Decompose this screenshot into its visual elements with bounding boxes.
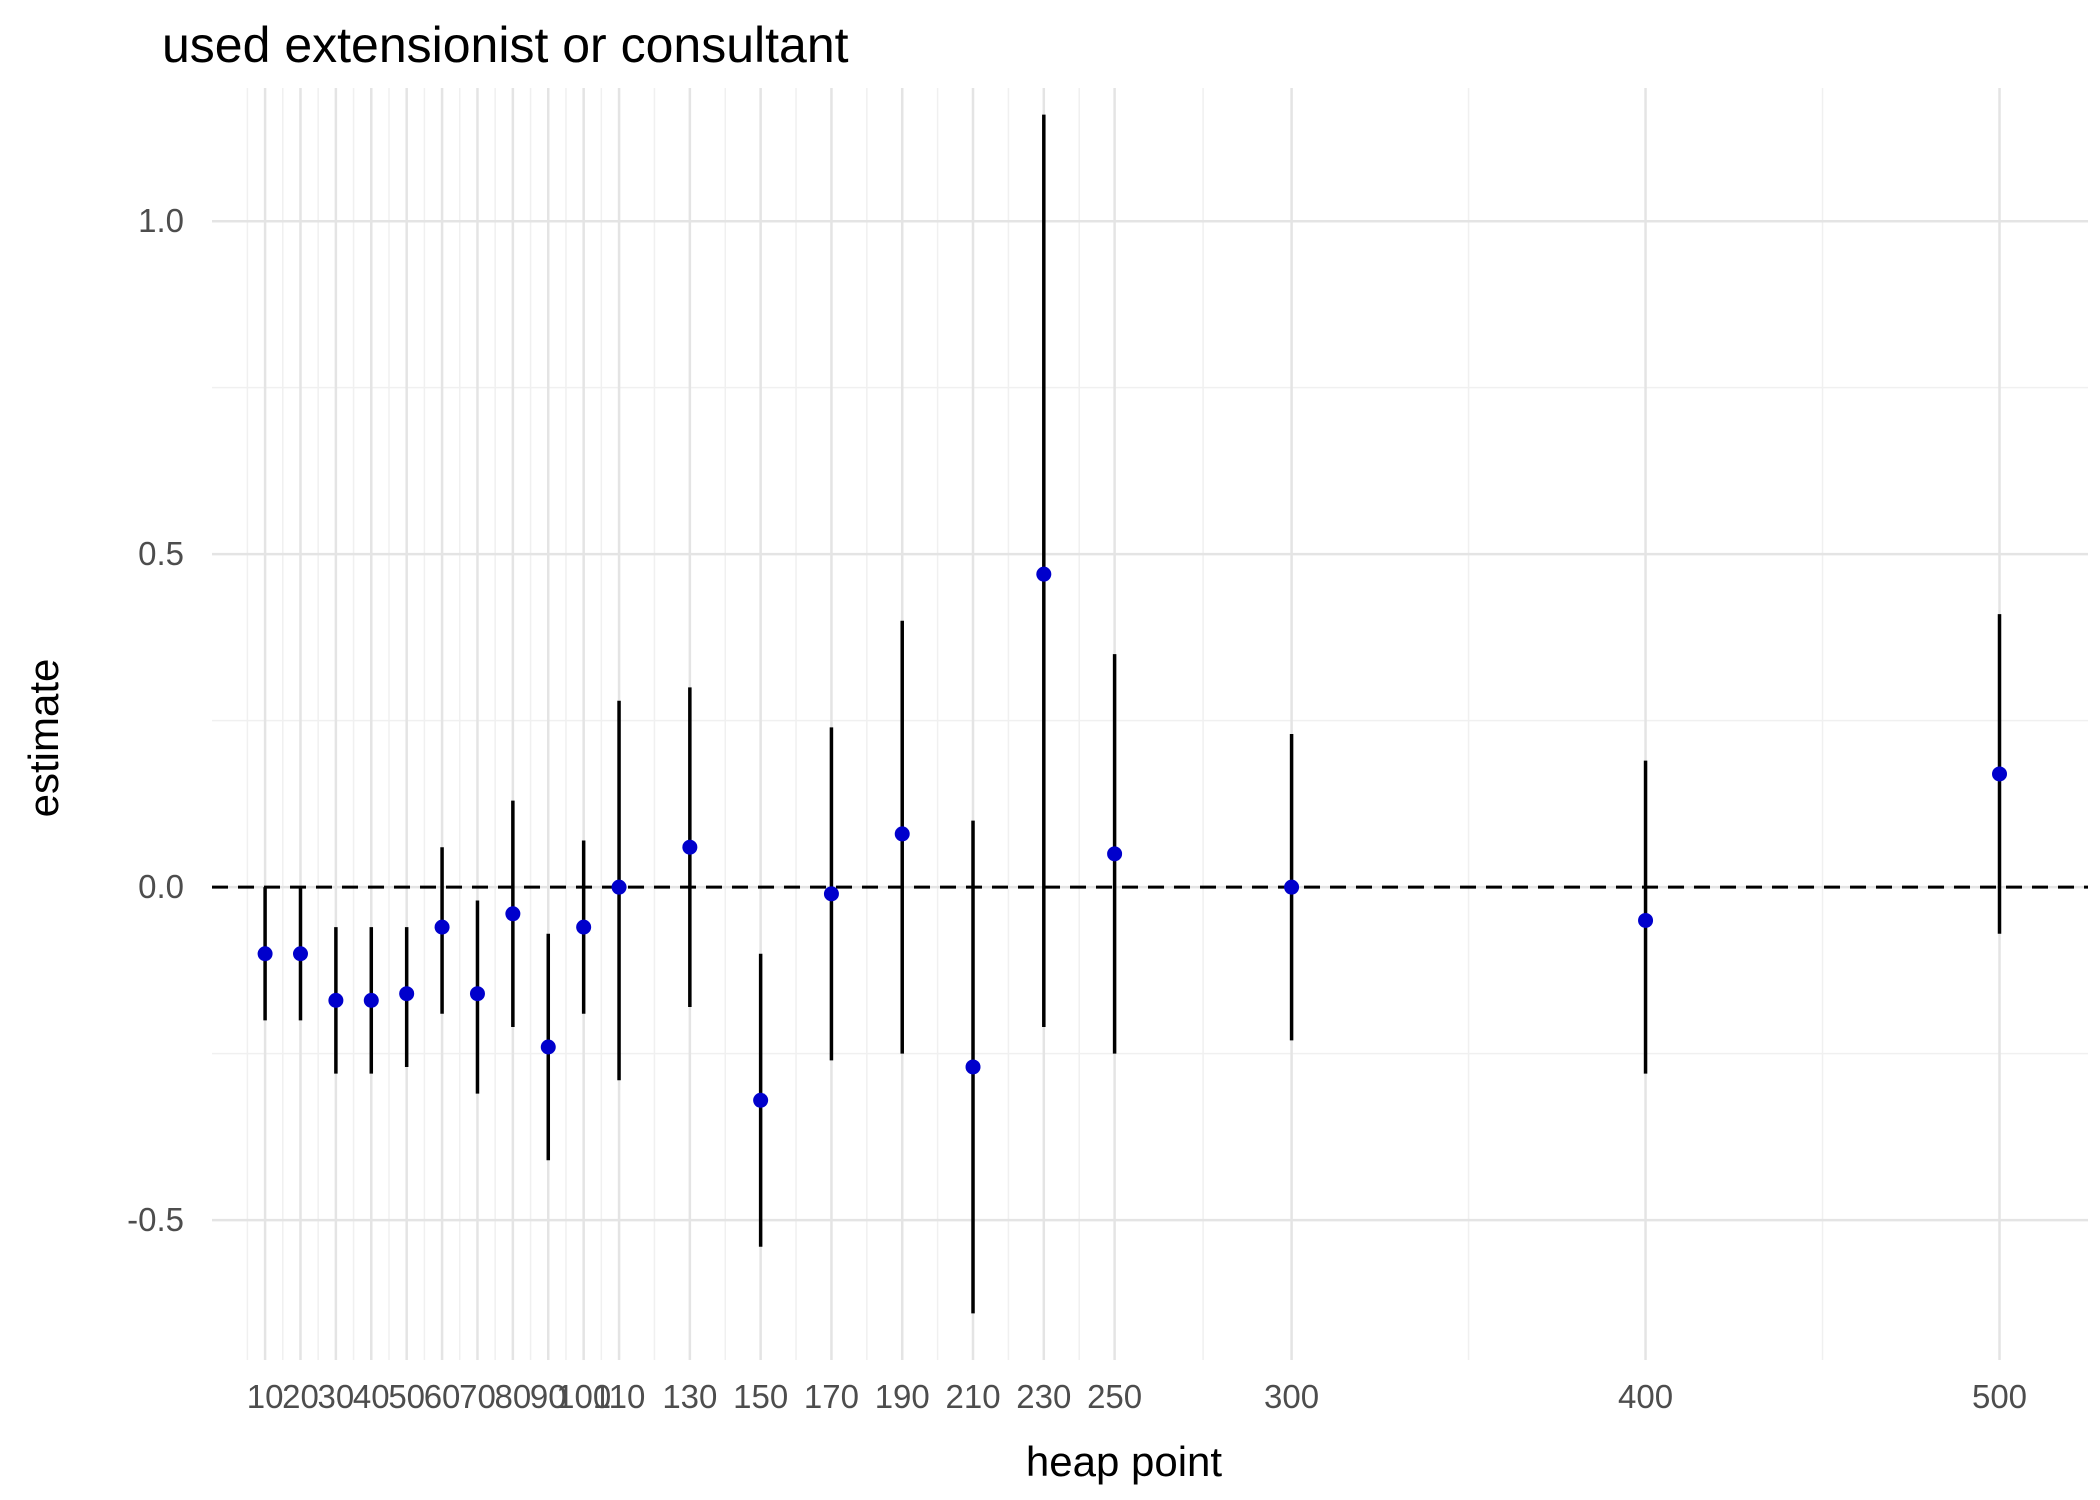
x-tick-label: 400 <box>1618 1378 1673 1415</box>
x-tick-label: 110 <box>593 1378 646 1415</box>
data-point <box>257 946 273 962</box>
x-tick-label: 50 <box>388 1378 425 1415</box>
x-tick-label: 60 <box>424 1378 461 1415</box>
data-point <box>363 992 379 1008</box>
data-point <box>1107 846 1123 862</box>
y-tick-label: -0.5 <box>127 1201 184 1238</box>
x-tick-label: 150 <box>733 1378 788 1415</box>
data-point <box>1992 766 2008 782</box>
x-tick-label: 30 <box>318 1378 355 1415</box>
data-point <box>965 1059 981 1075</box>
data-point <box>328 992 344 1008</box>
data-point <box>1638 912 1654 928</box>
data-point <box>469 986 485 1002</box>
x-tick-label: 100 <box>556 1378 611 1415</box>
x-tick-label: 90 <box>530 1378 567 1415</box>
y-axis-title: estimate <box>20 659 67 818</box>
x-tick-label: 190 <box>875 1378 930 1415</box>
data-point <box>682 839 698 855</box>
data-point <box>753 1092 769 1108</box>
data-point <box>823 886 839 902</box>
x-tick-label: 250 <box>1087 1378 1142 1415</box>
data-point <box>540 1039 556 1055</box>
x-tick-label: 300 <box>1264 1378 1319 1415</box>
x-tick-label: 170 <box>804 1378 859 1415</box>
data-point <box>399 986 415 1002</box>
chart-title: used extensionist or consultant <box>162 17 849 73</box>
data-point <box>434 919 450 935</box>
y-tick-label: 0.5 <box>138 535 184 572</box>
x-tick-label: 70 <box>459 1378 496 1415</box>
data-points <box>257 566 2008 1108</box>
x-tick-label: 500 <box>1972 1378 2027 1415</box>
data-point <box>292 946 308 962</box>
error-bars <box>263 114 2002 1314</box>
y-tick-label: 1.0 <box>138 202 184 239</box>
x-tick-label: 130 <box>662 1378 717 1415</box>
data-point <box>611 879 627 895</box>
data-point <box>894 826 910 842</box>
x-tick-label: 40 <box>353 1378 390 1415</box>
data-point <box>1284 879 1300 895</box>
grid <box>212 88 2088 1360</box>
y-tick-labels: -0.5 0.0 0.5 1.0 <box>127 202 184 1238</box>
x-tick-label: 230 <box>1016 1378 1071 1415</box>
x-tick-label: 10 <box>247 1378 284 1415</box>
x-tick-label: 210 <box>945 1378 1000 1415</box>
x-tick-label: 20 <box>282 1378 319 1415</box>
x-tick-label: 80 <box>495 1378 532 1415</box>
y-tick-label: 0.0 <box>138 868 184 905</box>
data-point <box>576 919 592 935</box>
data-point <box>1036 566 1052 582</box>
data-point <box>505 906 521 922</box>
x-axis-title: heap point <box>1026 1438 1223 1485</box>
